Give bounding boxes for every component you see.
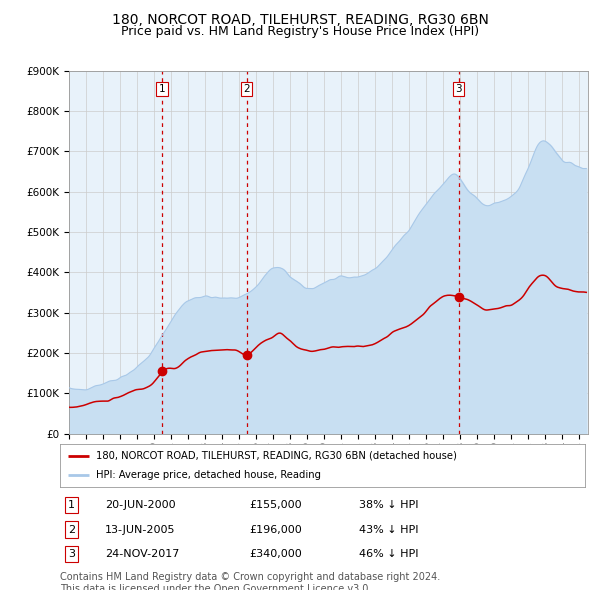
Text: £196,000: £196,000: [249, 525, 302, 535]
Text: 3: 3: [455, 84, 462, 94]
Text: Price paid vs. HM Land Registry's House Price Index (HPI): Price paid vs. HM Land Registry's House …: [121, 25, 479, 38]
Text: 20-JUN-2000: 20-JUN-2000: [104, 500, 175, 510]
Text: 13-JUN-2005: 13-JUN-2005: [104, 525, 175, 535]
Text: 180, NORCOT ROAD, TILEHURST, READING, RG30 6BN: 180, NORCOT ROAD, TILEHURST, READING, RG…: [112, 13, 488, 27]
Text: HPI: Average price, detached house, Reading: HPI: Average price, detached house, Read…: [96, 470, 320, 480]
Text: 2: 2: [68, 525, 75, 535]
Text: Contains HM Land Registry data © Crown copyright and database right 2024.
This d: Contains HM Land Registry data © Crown c…: [60, 572, 440, 590]
Text: 1: 1: [68, 500, 75, 510]
Text: 43% ↓ HPI: 43% ↓ HPI: [359, 525, 419, 535]
Text: £155,000: £155,000: [249, 500, 302, 510]
Text: 180, NORCOT ROAD, TILEHURST, READING, RG30 6BN (detached house): 180, NORCOT ROAD, TILEHURST, READING, RG…: [96, 451, 457, 461]
Text: 38% ↓ HPI: 38% ↓ HPI: [359, 500, 419, 510]
Text: 3: 3: [68, 549, 75, 559]
Text: 46% ↓ HPI: 46% ↓ HPI: [359, 549, 419, 559]
Text: £340,000: £340,000: [249, 549, 302, 559]
Text: 1: 1: [158, 84, 165, 94]
Text: 2: 2: [244, 84, 250, 94]
Text: 24-NOV-2017: 24-NOV-2017: [104, 549, 179, 559]
